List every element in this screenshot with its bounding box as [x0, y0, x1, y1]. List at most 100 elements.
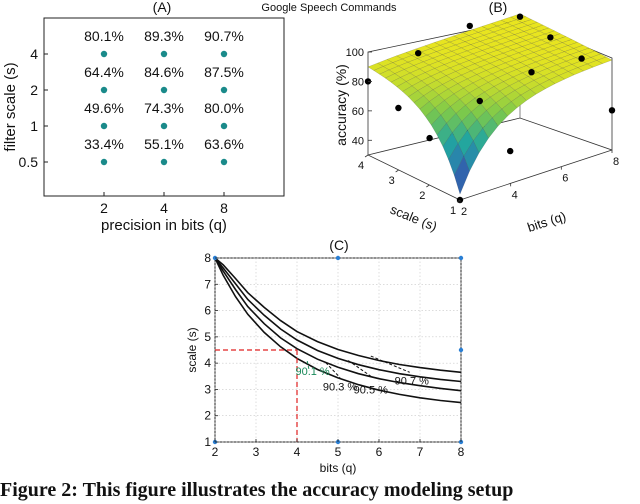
panel-c-y-tick-label: 7 [204, 277, 211, 291]
panel-a-x-tick-label: 8 [220, 200, 228, 216]
panel-b-z-axis-label: accuracy (%) [333, 64, 349, 146]
panel-a-data-point [100, 50, 108, 58]
panel-c-x-tick-label: 5 [335, 445, 342, 459]
panel-a-data-point [160, 86, 168, 94]
panel-a-data-point [100, 86, 108, 94]
panel-c-series-line [214, 257, 462, 383]
panel-a-x-axis-label: precision in bits (q) [101, 217, 227, 234]
panel-c-series-line [214, 257, 462, 374]
panel-b-y-tick [426, 184, 430, 188]
panel-b-data-point [476, 97, 483, 105]
panel-b-y-axis-label: scale (s) [388, 202, 439, 234]
panel-b-z-tick-label: 80 [352, 76, 364, 88]
panel-b-data-point [578, 55, 585, 62]
panel-b-data-point [547, 34, 554, 41]
panel-a-y-tick-label: 2 [30, 82, 38, 98]
panel-c-x-tick-label: 8 [458, 445, 465, 459]
panel-a-x-tick-label: 2 [100, 200, 108, 216]
panel-c-y-tick-label: 1 [204, 435, 211, 449]
panel-a-accuracy-label: 89.3% [144, 28, 184, 44]
panel-c-y-axis-label: scale (s) [185, 327, 199, 372]
panel-a-accuracy-label: 80.1% [84, 28, 124, 44]
panel-b-x-tick-label: 6 [562, 173, 568, 185]
panel-b-data-point [415, 50, 422, 57]
panel-a-accuracy-label: 74.3% [144, 100, 184, 116]
panel-b-x-tick-label: 2 [461, 206, 467, 218]
panel-a-data-point [160, 122, 168, 130]
panel-a-accuracy-label: 49.6% [84, 100, 124, 116]
panel-c-x-tick-label: 6 [376, 445, 383, 459]
panel-b-x-tick-label: 8 [613, 156, 619, 168]
panel-c-x-tick-label: 4 [294, 445, 301, 459]
panel-c-y-tick-label: 8 [204, 251, 211, 265]
panel-a-label: (A) [153, 0, 172, 15]
panel-b-y-tick-label: 2 [419, 190, 425, 202]
panel-c-marker [335, 255, 341, 261]
panel-a-data-point [100, 122, 108, 130]
panel-c-series-label: 90.3 % [323, 382, 357, 394]
panel-b-y-tick [395, 169, 399, 173]
panel-a-accuracy-label: 80.0% [204, 100, 244, 116]
panel-c-series-label-leader [306, 360, 310, 372]
panel-a-y-tick-label: 4 [30, 46, 38, 62]
figure-caption: Figure 2: This figure illustrates the ac… [0, 479, 514, 501]
panel-a-plot-area [43, 17, 285, 197]
panel-a-accuracy-label: 63.6% [204, 136, 244, 152]
panel-b-y-tick-label: 1 [450, 205, 456, 217]
panel-c-y-tick-label: 2 [204, 409, 211, 423]
panel-c-x-tick-label: 3 [253, 445, 260, 459]
panel-b-z-tick-label: 60 [352, 106, 364, 118]
panel-b-data-point [395, 104, 402, 112]
panel-c-series-label: 90.1 % [295, 366, 329, 378]
panel-c-series-label-leader [370, 355, 410, 373]
panel-b-y-tick [456, 199, 461, 203]
panel-a-data-point [220, 50, 228, 58]
panel-b-label: (B) [489, 0, 508, 15]
panel-b-z-tick-label: 40 [352, 135, 364, 147]
panel-a-y-axis-label: filter scale (s) [2, 62, 19, 151]
panel-c-x-axis-label: bits (q) [320, 461, 357, 475]
panel-c-marker [458, 255, 464, 261]
panel-c-y-tick-label: 3 [204, 382, 211, 396]
panel-b-x-axis-label: bits (q) [525, 208, 567, 235]
panel-a-data-point [100, 158, 108, 166]
panel-b-data-point [608, 107, 616, 114]
panel-b-x-tick-label: 4 [512, 189, 518, 201]
panel-b-y-tick-label: 3 [389, 175, 395, 187]
figure-title: Google Speech Commands [261, 2, 397, 14]
panel-c-y-tick-label: 4 [204, 356, 211, 370]
panel-a-data-point [220, 86, 228, 94]
panel-b-data-point [426, 134, 433, 142]
panel-a-y-tick-label: 1 [30, 118, 38, 134]
panel-a-accuracy-label: 64.4% [84, 64, 124, 80]
panel-c-series-label: 90.5 % [354, 384, 388, 396]
panel-a-accuracy-label: 84.6% [144, 64, 184, 80]
panel-a-data-point [220, 158, 228, 166]
panel-b-y-tick-label: 4 [358, 160, 364, 172]
panel-c-series-line [214, 257, 462, 404]
panel-a-accuracy-label: 55.1% [144, 136, 184, 152]
panel-b-data-point [528, 69, 535, 76]
panel-c-series-label-leader [325, 362, 341, 378]
panel-c-x-tick-label: 7 [417, 445, 424, 459]
panel-a-accuracy-label: 33.4% [84, 136, 124, 152]
panel-b-data-point [507, 147, 514, 155]
panel-a-data-point [160, 158, 168, 166]
panel-b-data-point [516, 13, 524, 20]
panel-b-floor-right [459, 149, 613, 201]
panel-b-surface-patch [454, 155, 470, 195]
panel-c-x-tick-label: 2 [212, 445, 219, 459]
panel-c-series-line [214, 257, 462, 392]
panel-a-y-tick-label: 0.5 [19, 154, 39, 170]
panel-a-data-point [160, 50, 168, 58]
panel-c-marker [458, 347, 464, 353]
panel-b-y-tick [364, 154, 369, 158]
panel-a: (A) 4 2 1 0.5 2 4 8 80.1% 89.3% 90.7% 64.4% 84.6%… [2, 0, 285, 234]
panel-b-floor-left [367, 154, 461, 201]
panel-c-label: (C) [329, 237, 348, 253]
panel-a-data-point [220, 122, 228, 130]
panel-a-x-tick-label: 4 [160, 200, 168, 216]
panel-a-accuracy-label: 90.7% [204, 28, 244, 44]
